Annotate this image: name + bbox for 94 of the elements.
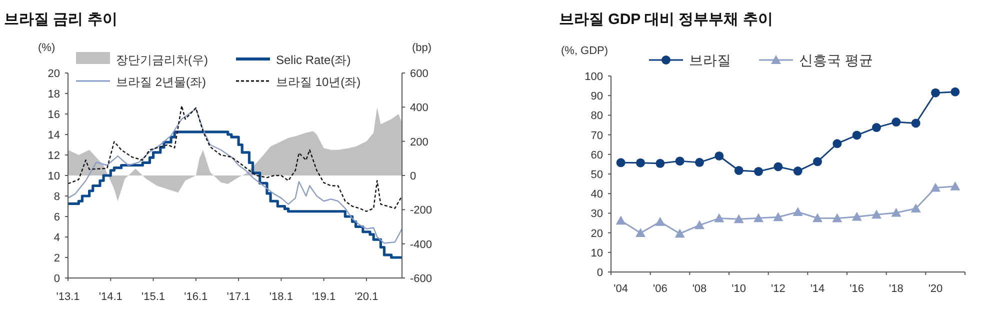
point bbox=[734, 166, 744, 175]
legend-label: 브라질 bbox=[689, 52, 731, 68]
y-tick-label: 14 bbox=[48, 130, 60, 142]
legend-label: 브라질 10년(좌) bbox=[276, 75, 361, 89]
y-tick-label: 0 bbox=[54, 273, 60, 285]
y2-tick-label: 600 bbox=[410, 68, 428, 80]
y-tick-label: 2 bbox=[54, 252, 60, 264]
point bbox=[754, 166, 763, 176]
y-tick-label: 18 bbox=[48, 88, 60, 100]
x-tick-label: '12 bbox=[770, 283, 786, 295]
x-tick-label: '16 bbox=[850, 283, 864, 295]
legend-label: Selic Rate(좌) bbox=[276, 53, 351, 67]
line-series bbox=[67, 108, 403, 244]
y-tick-label: 60 bbox=[590, 149, 603, 162]
x-tick-label: '14 bbox=[810, 283, 825, 295]
point bbox=[774, 162, 783, 172]
chart-title: 브라질 GDP 대비 정부부채 추이 bbox=[559, 11, 773, 28]
y-tick-label: 90 bbox=[590, 90, 603, 103]
point bbox=[636, 228, 646, 237]
point bbox=[891, 208, 902, 217]
point bbox=[754, 213, 764, 222]
point bbox=[734, 214, 744, 224]
x-tick-label: '16.1 bbox=[184, 291, 208, 303]
x-tick-label: '13.1 bbox=[56, 291, 80, 303]
y-axis-title: (%) bbox=[38, 42, 56, 54]
y-tick-label: 30 bbox=[590, 208, 603, 220]
x-tick-label: '20.1 bbox=[354, 291, 378, 303]
point bbox=[616, 216, 626, 225]
point bbox=[872, 210, 882, 219]
point bbox=[656, 158, 665, 168]
point bbox=[792, 207, 803, 216]
x-tick-label: '18.1 bbox=[269, 291, 293, 303]
point bbox=[674, 228, 685, 238]
y-tick-label: 100 bbox=[584, 71, 603, 83]
y2-tick-label: -200 bbox=[410, 204, 432, 217]
y-tick-label: 10 bbox=[590, 247, 603, 260]
point bbox=[910, 203, 921, 212]
x-tick-label: '17.1 bbox=[226, 291, 250, 303]
y-tick-label: 0 bbox=[596, 267, 603, 279]
y2-tick-label: -600 bbox=[410, 273, 432, 285]
y-tick-label: 8 bbox=[54, 191, 60, 203]
legend-label: 장단기금리차(우) bbox=[116, 53, 208, 67]
point bbox=[950, 87, 960, 96]
y-axis-title: (%, GDP) bbox=[561, 45, 608, 57]
point bbox=[872, 123, 881, 132]
point bbox=[892, 118, 901, 127]
y2-tick-label: -400 bbox=[410, 238, 432, 251]
y-tick-label: 20 bbox=[590, 228, 603, 240]
point bbox=[832, 139, 842, 148]
x-tick-label: '06 bbox=[652, 283, 668, 295]
point bbox=[695, 158, 704, 167]
legend-label: 브라질 2년물(좌) bbox=[116, 75, 206, 89]
point bbox=[616, 158, 626, 168]
x-tick-label: '14.1 bbox=[98, 291, 122, 303]
y-tick-label: 10 bbox=[48, 170, 60, 182]
point bbox=[675, 156, 684, 166]
x-tick-label: '20 bbox=[928, 283, 943, 295]
y-tick-label: 40 bbox=[590, 188, 603, 201]
x-tick-label: '08 bbox=[692, 283, 707, 295]
legend-label: 신흥국 평균 bbox=[799, 52, 873, 68]
point bbox=[950, 181, 960, 190]
y-tick-label: 70 bbox=[590, 130, 603, 142]
point bbox=[714, 151, 724, 160]
y2-axis-title: (bp) bbox=[412, 42, 432, 54]
y-tick-label: 12 bbox=[48, 150, 60, 162]
point bbox=[714, 213, 724, 222]
y2-tick-label: 200 bbox=[410, 136, 428, 148]
point bbox=[852, 130, 862, 140]
x-tick-label: '19.1 bbox=[312, 291, 336, 303]
y-tick-label: 4 bbox=[54, 232, 60, 244]
point bbox=[813, 157, 822, 166]
point bbox=[852, 212, 862, 221]
point bbox=[832, 213, 842, 222]
y2-tick-label: 400 bbox=[410, 102, 428, 114]
y2-tick-label: 0 bbox=[410, 170, 416, 182]
point bbox=[773, 212, 784, 222]
x-tick-label: '15.1 bbox=[142, 291, 166, 303]
point bbox=[931, 88, 940, 98]
chart-title: 브라질 금리 추이 bbox=[4, 11, 118, 28]
x-tick-label: '04 bbox=[614, 283, 628, 295]
y-tick-label: 80 bbox=[590, 110, 603, 122]
x-tick-label: '18 bbox=[888, 283, 904, 295]
x-tick-label: '10 bbox=[732, 283, 746, 295]
y-tick-label: 50 bbox=[590, 169, 603, 181]
point bbox=[812, 213, 822, 222]
point bbox=[911, 118, 920, 128]
y-tick-label: 6 bbox=[54, 212, 60, 224]
point bbox=[636, 158, 645, 168]
y-tick-label: 20 bbox=[48, 68, 60, 80]
point bbox=[930, 182, 940, 192]
point bbox=[793, 166, 802, 176]
y-tick-label: 16 bbox=[48, 109, 60, 121]
point bbox=[655, 216, 666, 226]
point bbox=[694, 220, 704, 230]
